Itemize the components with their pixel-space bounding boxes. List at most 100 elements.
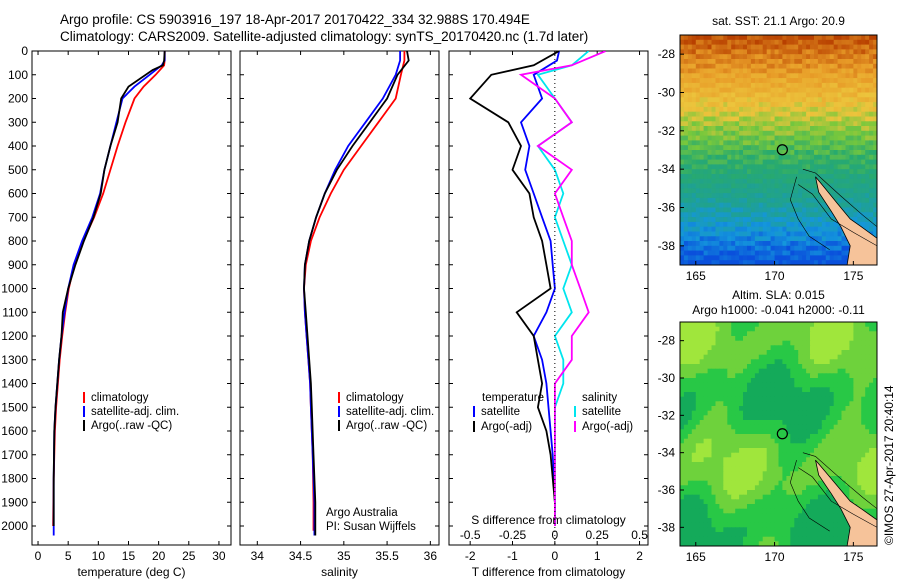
- sla-map-cell: [790, 434, 795, 440]
- sla-map-cell: [683, 462, 689, 468]
- sst-map-cell: [873, 116, 877, 122]
- sla-map-cell: [699, 438, 705, 444]
- sla-map-cell: [798, 522, 803, 528]
- annotation-argo-australia: Argo Australia: [326, 507, 398, 519]
- sla-map-cell: [707, 476, 713, 482]
- sst-map-cell: [703, 169, 709, 175]
- sla-map-cell: [774, 424, 780, 430]
- sst-map-cell: [794, 154, 799, 161]
- sla-map-cell: [841, 382, 846, 388]
- sst-map-cell: [703, 188, 709, 194]
- sla-map-cell: [687, 401, 693, 407]
- sla-map-cell: [758, 522, 764, 528]
- sla-map-cell: [802, 518, 807, 524]
- sst-map-cell: [739, 54, 744, 60]
- sst-map-cell: [806, 207, 811, 213]
- sla-map-cell: [703, 527, 709, 533]
- sst-map-cell: [723, 150, 728, 156]
- sla-map-cell: [861, 490, 866, 496]
- sla-map-cell: [695, 462, 701, 468]
- sst-map-cell: [865, 207, 870, 213]
- sla-map-cell: [699, 522, 705, 528]
- sla-map-cell: [758, 513, 764, 519]
- sst-map-cell: [750, 59, 756, 65]
- sla-map-cell: [750, 490, 756, 496]
- sst-map-cell: [723, 102, 728, 108]
- sst-map-cell: [691, 106, 697, 113]
- sst-map-cell: [707, 197, 713, 204]
- sst-map-cell: [873, 217, 877, 223]
- sla-map-cell: [747, 462, 752, 468]
- sst-map-cell: [861, 39, 866, 46]
- sla-map-cell: [873, 499, 877, 505]
- sla-map-cell: [857, 448, 862, 454]
- sst-map-cell: [806, 169, 811, 175]
- sst-map-cell: [695, 245, 701, 252]
- sla-map-cell: [865, 485, 870, 491]
- sla-map-cell: [853, 434, 858, 440]
- sst-map-cell: [747, 188, 752, 194]
- sst-map-cell: [739, 130, 744, 137]
- sst-map-cell: [727, 130, 732, 137]
- sst-map-cell: [853, 63, 858, 70]
- sst-map-cell: [810, 207, 815, 213]
- sst-map-cell: [853, 44, 858, 50]
- sla-map-cell: [715, 476, 720, 482]
- sst-map-cell: [837, 154, 843, 161]
- sst-map-cell: [833, 49, 839, 55]
- sst-map-cell: [778, 178, 783, 185]
- sla-map-cell: [735, 424, 740, 430]
- sst-map-cell: [680, 154, 685, 161]
- sla-map-cell: [691, 340, 697, 346]
- sla-map-cell: [857, 368, 862, 374]
- sla-map-cell: [750, 406, 756, 412]
- sst-map-cell: [841, 178, 846, 185]
- sst-map-cell: [703, 154, 709, 161]
- sst-map-cell: [841, 97, 846, 103]
- sst-map-cell: [762, 111, 768, 118]
- sla-map-cell: [857, 429, 862, 435]
- sla-map-cell: [683, 532, 689, 538]
- sla-map-cell: [798, 504, 803, 510]
- sla-map-cell: [821, 326, 827, 332]
- sst-map-cell: [766, 255, 772, 261]
- sla-map-cell: [711, 448, 716, 454]
- sst-map-cell: [790, 255, 795, 261]
- sla-map-cell: [802, 508, 807, 514]
- sla-map-cell: [833, 434, 839, 440]
- sla-map-cell: [841, 322, 846, 328]
- sla-map-cell: [774, 508, 780, 514]
- sst-map-cell: [782, 207, 787, 213]
- sst-map-cell: [833, 197, 839, 204]
- sla-map-cell: [833, 457, 839, 463]
- sst-map-cell: [680, 164, 685, 170]
- sla-map-cell: [849, 448, 854, 454]
- sst-map-cell: [762, 135, 768, 141]
- sla-map-cell: [711, 476, 716, 482]
- sst-map-cell: [806, 87, 811, 94]
- sst-map-cell: [865, 35, 870, 41]
- sla-map-cell: [873, 448, 877, 454]
- sla-map-cell: [766, 392, 772, 398]
- sst-map-cell: [774, 212, 780, 218]
- sla-map-cell: [794, 471, 799, 477]
- sst-map-cell: [833, 82, 839, 89]
- sla-map-cell: [747, 401, 752, 407]
- sla-map-cell: [743, 340, 748, 346]
- sla-map-cell: [853, 480, 858, 486]
- sla-map-cell: [743, 387, 748, 393]
- sla-map-cell: [739, 322, 744, 328]
- sst-map-cell: [814, 255, 819, 261]
- sst-map-cell: [841, 73, 846, 79]
- sst-map-cell: [770, 159, 776, 165]
- sla-map-cell: [699, 452, 705, 458]
- sst-map-cell: [794, 54, 799, 60]
- sst-map-cell: [849, 150, 854, 156]
- sla-map-cell: [841, 359, 846, 365]
- sst-map-cell: [770, 174, 776, 180]
- sst-map-cell: [790, 236, 795, 242]
- sst-map-cell: [849, 183, 854, 189]
- sla-map-cell: [750, 527, 756, 533]
- sla-map-cell: [699, 396, 705, 402]
- sla-map-cell: [857, 392, 862, 398]
